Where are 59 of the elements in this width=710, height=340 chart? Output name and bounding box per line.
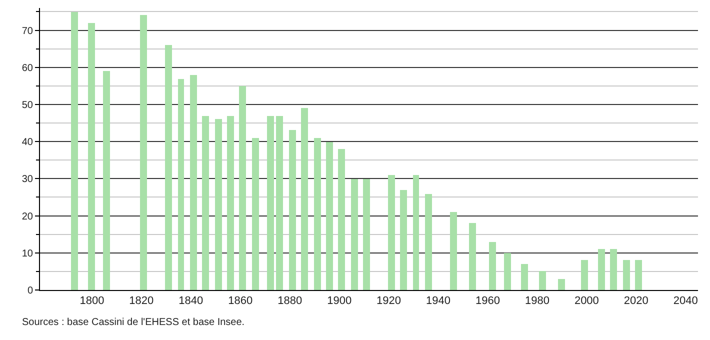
bar <box>413 175 419 290</box>
y-tick-label: 30 <box>22 174 34 186</box>
x-tick-label: 2000 <box>574 295 599 308</box>
x-tick-label: 1900 <box>327 295 352 308</box>
bar <box>190 75 197 290</box>
x-tick-label: 1920 <box>376 295 402 308</box>
bar <box>314 138 321 290</box>
bar <box>489 242 496 290</box>
bar <box>289 130 296 290</box>
bar <box>388 175 395 290</box>
bar <box>202 116 209 290</box>
bar <box>558 279 565 290</box>
bar <box>252 138 259 290</box>
bar <box>301 108 308 290</box>
bar <box>326 142 333 290</box>
x-tick-label: 2040 <box>673 295 698 308</box>
bar <box>610 249 617 290</box>
bar <box>140 15 147 290</box>
bar <box>103 71 110 290</box>
bar <box>363 179 370 290</box>
bar <box>581 260 588 290</box>
bar <box>539 271 546 290</box>
y-tick-label: 40 <box>22 137 34 148</box>
bar <box>400 190 407 290</box>
x-tick-label: 1940 <box>426 295 450 308</box>
x-tick-label: 1840 <box>178 295 204 308</box>
bar <box>635 260 642 290</box>
bar <box>450 212 457 290</box>
bar <box>239 86 246 290</box>
bar <box>351 179 358 290</box>
x-tick-label: 1800 <box>80 295 104 308</box>
bar <box>227 116 234 290</box>
bar <box>215 119 222 290</box>
y-tick-label: 20 <box>22 211 34 222</box>
bar <box>623 260 630 290</box>
x-tick-label: 1860 <box>228 295 253 308</box>
x-tick-label: 1980 <box>524 295 550 308</box>
source-note: Sources : base Cassini de l'EHESS et base Insee. <box>22 317 245 328</box>
y-tick-label: 0 <box>27 286 34 296</box>
bar <box>276 116 283 290</box>
x-tick-label: 1960 <box>476 295 500 308</box>
bar <box>469 223 476 290</box>
bar <box>165 45 172 290</box>
bar <box>521 264 528 290</box>
bar <box>598 249 605 290</box>
y-tick-label: 10 <box>22 248 34 260</box>
bar <box>338 149 345 290</box>
bar <box>71 12 78 290</box>
y-tick-label: 50 <box>22 100 34 111</box>
x-tick-label: 1880 <box>278 295 302 308</box>
bar <box>425 194 432 290</box>
bar <box>178 79 184 290</box>
bar <box>88 23 95 290</box>
x-tick-label: 1820 <box>129 295 154 308</box>
bar <box>504 253 511 290</box>
bar <box>267 116 274 290</box>
x-tick-label: 2020 <box>624 295 648 308</box>
y-tick-label: 70 <box>22 26 34 37</box>
y-tick-label: 60 <box>22 62 34 74</box>
